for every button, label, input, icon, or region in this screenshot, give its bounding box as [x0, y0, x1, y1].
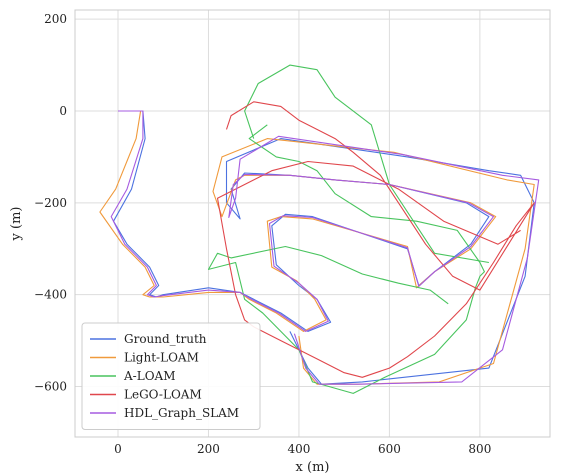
y-tick-label: −400: [34, 288, 67, 302]
x-tick-label: 800: [468, 442, 491, 456]
legend-box: [81, 322, 261, 430]
series-line-light-loam: [99, 110, 535, 385]
x-tick-label: 0: [114, 442, 122, 456]
y-tick-label: −200: [34, 196, 67, 210]
y-tick-label: −600: [34, 379, 67, 393]
series-line-a-loam: [207, 124, 485, 394]
x-tick-label: 400: [287, 442, 310, 456]
legend-label-a-loam: A-LOAM: [123, 369, 175, 383]
y-axis-label: y (m): [9, 207, 24, 242]
series-lines: [99, 64, 540, 394]
y-tick-label: 0: [59, 104, 67, 118]
x-axis-label: x (m): [296, 460, 330, 475]
series-line-hdl-graph-slam: [110, 110, 540, 385]
legend-label-ground-truth: Ground_truth: [124, 332, 207, 346]
plot-frame: [74, 9, 551, 438]
tick-labels: 0 200 400 600 800 −600 −400 −200 0 200: [34, 12, 491, 456]
x-tick-label: 600: [378, 442, 401, 456]
legend-label-lego-loam: LeGO-LOAM: [124, 388, 202, 402]
series-line-a-loam-segment: [244, 64, 489, 264]
legend-label-light-loam: Light-LOAM: [124, 351, 199, 365]
legend-label-hdl-graph-slam: HDL_Graph_SLAM: [124, 406, 239, 420]
x-tick-label: 200: [197, 442, 220, 456]
y-tick-label: 200: [44, 12, 67, 26]
legend: Ground_truth Light-LOAM A-LOAM LeGO-LOAM HDL…: [81, 322, 261, 430]
series-line-lego-loam: [216, 101, 535, 378]
